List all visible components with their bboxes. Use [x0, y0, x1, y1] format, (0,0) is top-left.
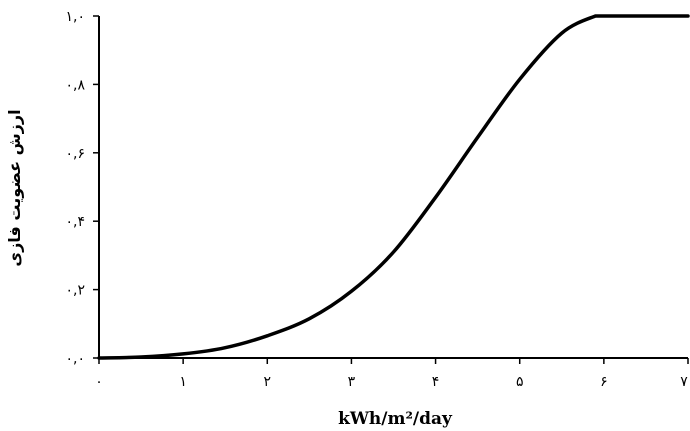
x-tick-label: ۴ — [432, 374, 440, 390]
y-axis-ticks: ۰,۰ ۰,۲ ۰,۴ ۰,۶ ۰,۸ ۱,۰ — [66, 9, 99, 367]
x-axis-ticks: ۰ ۱ ۲ ۳ ۴ ۵ ۶ ۷ — [95, 358, 689, 390]
x-tick-label: ۱ — [179, 374, 187, 390]
y-tick-label: ۱,۰ — [66, 9, 86, 25]
y-tick-label: ۰,۰ — [66, 351, 86, 367]
series-line — [97, 14, 690, 360]
x-tick-label: ۷ — [680, 374, 688, 390]
x-tick-label: ۰ — [95, 374, 103, 390]
y-tick-label: ۰,۶ — [66, 146, 86, 162]
x-axis-title: kWh/m²/day — [338, 409, 453, 429]
x-tick-label: ۵ — [516, 374, 524, 390]
x-tick-label: ۳ — [348, 374, 356, 390]
y-tick-label: ۰,۲ — [66, 283, 86, 299]
x-tick-label: ۶ — [600, 374, 608, 390]
y-axis-title: ارزش عضویت فازی — [5, 109, 24, 266]
x-tick-label: ۲ — [264, 374, 272, 390]
y-tick-label: ۰,۸ — [66, 77, 86, 93]
y-tick-label: ۰,۴ — [66, 214, 86, 230]
